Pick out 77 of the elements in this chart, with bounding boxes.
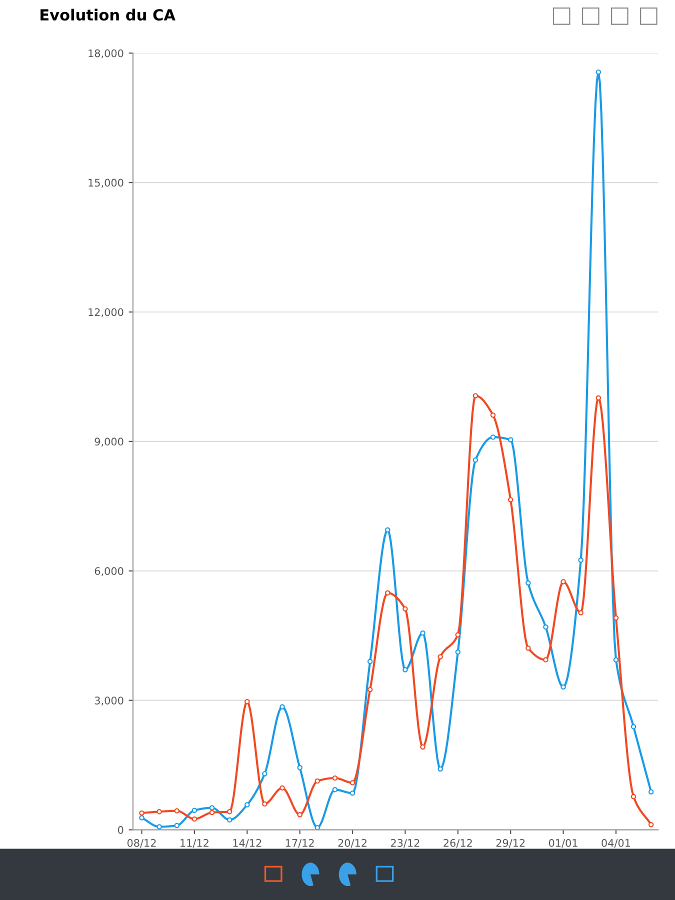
y-tick-label: 9,000 <box>94 438 124 447</box>
point <box>578 557 584 563</box>
point <box>350 780 356 786</box>
point <box>560 684 566 690</box>
point <box>420 630 426 636</box>
point <box>578 610 584 616</box>
point <box>139 815 144 820</box>
point <box>648 822 654 828</box>
point <box>613 657 619 662</box>
point <box>385 527 390 533</box>
point <box>543 624 548 630</box>
point <box>526 580 531 586</box>
point <box>490 412 496 418</box>
x-tick-label: 29/12 <box>496 839 525 848</box>
point <box>613 615 619 621</box>
x-tick-label: 01/01 <box>548 839 578 848</box>
point <box>174 822 180 828</box>
point <box>314 825 320 830</box>
y-tick-label: 15,000 <box>88 178 124 188</box>
point <box>209 805 215 810</box>
point <box>596 69 602 75</box>
y-tick-label: 6,000 <box>94 567 124 576</box>
chart-title: Evolution du CA <box>40 8 176 21</box>
point <box>332 775 338 781</box>
y-tick-label: 3,000 <box>94 696 124 706</box>
x-tick-label: 17/12 <box>286 839 314 848</box>
point <box>332 787 338 792</box>
point <box>543 657 548 662</box>
y-tick-label: 18,000 <box>88 49 124 58</box>
x-tick-label: 04/01 <box>602 839 630 848</box>
point <box>192 808 198 814</box>
point <box>490 434 496 440</box>
point <box>262 771 268 776</box>
point <box>209 810 215 816</box>
point <box>472 393 478 398</box>
x-tick-label: 08/12 <box>127 839 156 848</box>
point <box>226 809 232 814</box>
point <box>174 808 180 814</box>
point <box>402 667 408 672</box>
point <box>630 724 636 730</box>
point <box>526 646 531 651</box>
point <box>226 817 232 823</box>
point <box>455 649 461 655</box>
point <box>314 778 320 784</box>
point <box>350 790 356 796</box>
point <box>262 801 268 807</box>
point <box>244 699 250 704</box>
point <box>472 457 478 463</box>
point <box>297 765 302 770</box>
point <box>560 579 566 584</box>
x-tick-label: 23/12 <box>390 839 420 848</box>
point <box>420 744 426 750</box>
point <box>648 789 654 794</box>
point <box>139 810 144 816</box>
point <box>192 816 198 822</box>
x-tick-label: 14/12 <box>233 839 262 848</box>
point <box>156 824 162 830</box>
y-tick-label: 12,000 <box>88 308 124 318</box>
point <box>385 590 390 596</box>
point <box>244 802 250 808</box>
x-tick-label: 26/12 <box>444 839 472 848</box>
point <box>297 812 302 818</box>
point <box>438 654 443 660</box>
x-tick-label: 11/12 <box>180 839 208 848</box>
x-tick-label: 20/12 <box>338 839 366 848</box>
y-tick-label: 0 <box>118 826 124 834</box>
point <box>508 437 514 442</box>
point <box>156 809 162 814</box>
point <box>280 785 285 791</box>
point <box>438 766 443 772</box>
point <box>455 632 461 638</box>
point <box>402 606 408 612</box>
point <box>280 704 285 710</box>
point <box>630 794 636 800</box>
point <box>508 497 514 502</box>
point <box>367 686 373 692</box>
point <box>367 658 373 664</box>
